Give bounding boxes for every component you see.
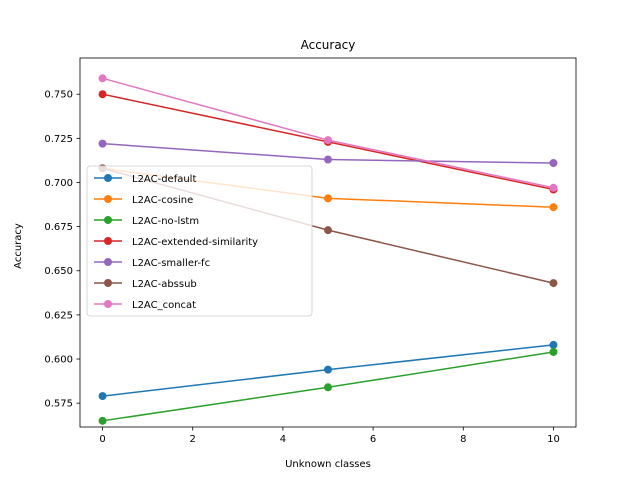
legend-marker bbox=[104, 195, 112, 203]
legend-marker bbox=[104, 279, 112, 287]
series-point-3 bbox=[98, 90, 107, 99]
legend-label: L2AC-cosine bbox=[132, 195, 193, 206]
series-point-0 bbox=[98, 392, 107, 401]
y-axis-label: Accuracy bbox=[13, 223, 24, 269]
legend-marker bbox=[104, 258, 112, 266]
series-point-5 bbox=[324, 226, 332, 235]
legend-label: L2AC-default bbox=[132, 174, 196, 185]
y-tick-label: 0.675 bbox=[44, 222, 73, 233]
x-tick-label: 4 bbox=[280, 434, 286, 445]
x-tick-label: 0 bbox=[99, 434, 105, 445]
series-point-4 bbox=[549, 159, 558, 168]
series-point-0 bbox=[324, 365, 332, 374]
legend-marker bbox=[104, 174, 112, 182]
y-tick-label: 0.725 bbox=[44, 134, 73, 145]
series-point-1 bbox=[324, 194, 332, 203]
series-point-6 bbox=[324, 136, 332, 145]
series-point-4 bbox=[324, 155, 332, 164]
axes-frame bbox=[79, 57, 577, 428]
legend-label: L2AC_concat bbox=[132, 300, 196, 311]
series-point-4 bbox=[98, 139, 107, 148]
legend-label: L2AC-extended-similarity bbox=[132, 237, 258, 248]
series-point-6 bbox=[98, 74, 107, 83]
y-tick-label: 0.600 bbox=[44, 355, 73, 366]
plot-area: 0 2 4 6 8 10 0.575 0.600 0.625 0.650 0.675 0.700 0.7… bbox=[44, 57, 577, 445]
y-tick-label: 0.750 bbox=[44, 90, 73, 101]
x-tick-label: 6 bbox=[370, 434, 376, 445]
y-tick-label: 0.575 bbox=[44, 399, 73, 410]
series-point-2 bbox=[98, 416, 107, 425]
legend-label: L2AC-smaller-fc bbox=[132, 258, 210, 269]
series-point-2 bbox=[324, 383, 332, 392]
legend: L2AC-default L2AC-cosine L2AC-no-lstm L2AC-… bbox=[86, 165, 313, 317]
chart-title: Accuracy bbox=[301, 38, 356, 52]
legend-label: L2AC-no-lstm bbox=[132, 216, 199, 227]
y-tick-label: 0.650 bbox=[44, 266, 73, 277]
legend-box bbox=[86, 165, 313, 317]
legend-label: L2AC-abssub bbox=[132, 279, 197, 290]
legend-marker bbox=[104, 300, 112, 308]
legend-marker bbox=[104, 237, 112, 245]
x-axis-label: Unknown classes bbox=[285, 459, 371, 470]
series-point-1 bbox=[549, 203, 558, 212]
series-point-6 bbox=[549, 183, 558, 192]
series-point-0 bbox=[549, 340, 558, 349]
x-tick-label: 10 bbox=[547, 434, 560, 445]
x-tick-label: 2 bbox=[190, 434, 196, 445]
y-tick-label: 0.700 bbox=[44, 178, 73, 189]
x-tick-label: 8 bbox=[460, 434, 466, 445]
series-point-2 bbox=[549, 347, 558, 356]
series-point-5 bbox=[549, 279, 558, 288]
y-tick-label: 0.625 bbox=[44, 310, 73, 321]
legend-marker bbox=[104, 216, 112, 224]
